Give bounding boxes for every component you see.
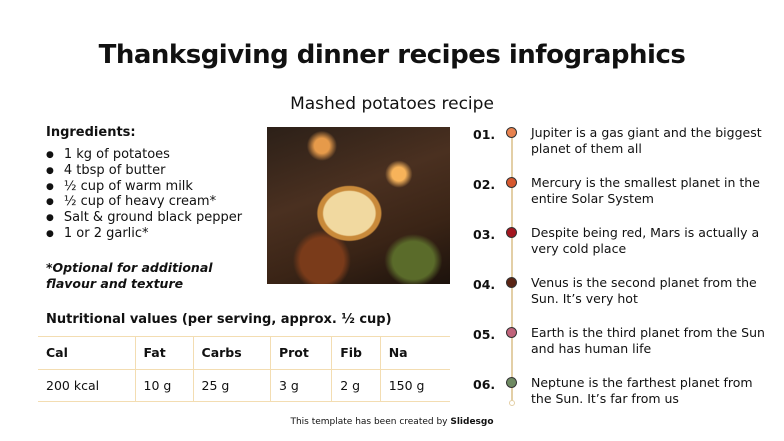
step-dot bbox=[506, 177, 517, 188]
table-header: Fib bbox=[331, 336, 381, 370]
ingredients-list: 1 kg of potatoes 4 tbsp of butter ½ cup … bbox=[46, 147, 242, 242]
mashed-potatoes-photo bbox=[267, 127, 450, 284]
timeline-line bbox=[511, 133, 513, 403]
table-header: Prot bbox=[269, 336, 333, 370]
page-title: Thanksgiving dinner recipes infographics bbox=[98, 40, 686, 70]
list-item: 1 kg of potatoes bbox=[46, 147, 242, 163]
list-item: Salt & ground black pepper bbox=[46, 210, 242, 226]
step-text: Mercury is the smallest planet in the en… bbox=[531, 175, 760, 206]
list-item: 4 tbsp of butter bbox=[46, 163, 242, 179]
step-number: 06. bbox=[473, 377, 496, 392]
step-number: 05. bbox=[473, 327, 496, 342]
optional-note: *Optional for additional flavour and tex… bbox=[46, 260, 213, 291]
nutrition-heading: Nutritional values (per serving, approx.… bbox=[46, 312, 392, 327]
brand-name: Slidesgo bbox=[450, 417, 494, 427]
credit-text: This template has been created by Slides… bbox=[0, 417, 784, 427]
step-number: 01. bbox=[473, 127, 496, 142]
table-header: Carbs bbox=[192, 336, 271, 370]
step-number: 04. bbox=[473, 277, 496, 292]
step-text: Despite being red, Mars is actually a ve… bbox=[531, 225, 760, 256]
list-item: 1 or 2 garlic* bbox=[46, 226, 242, 242]
recipe-subtitle: Mashed potatoes recipe bbox=[290, 94, 494, 114]
table-cell: 25 g bbox=[192, 368, 271, 402]
table-cell: 200 kcal bbox=[38, 368, 136, 402]
step-text: Jupiter is a gas giant and the biggest p… bbox=[531, 125, 762, 156]
table-cell: 10 g bbox=[134, 368, 194, 402]
ingredients-heading: Ingredients: bbox=[46, 125, 136, 140]
step-dot bbox=[506, 277, 517, 288]
step-dot bbox=[506, 227, 517, 238]
table-cell: 150 g bbox=[379, 368, 450, 402]
step-dot bbox=[506, 377, 517, 388]
table-cell: 2 g bbox=[331, 368, 381, 402]
table-header: Cal bbox=[38, 336, 136, 370]
table-header: Fat bbox=[134, 336, 194, 370]
table-cell: 3 g bbox=[269, 368, 333, 402]
table-header: Na bbox=[379, 336, 450, 370]
credit-label: This template has been created by bbox=[290, 417, 451, 427]
step-text: Venus is the second planet from the Sun.… bbox=[531, 275, 757, 306]
list-item: ½ cup of heavy cream* bbox=[46, 194, 242, 210]
step-text: Neptune is the farthest planet from the … bbox=[531, 375, 753, 406]
nutrition-table: Cal Fat Carbs Prot Fib Na 200 kcal 10 g … bbox=[38, 336, 450, 402]
step-dot bbox=[506, 327, 517, 338]
list-item: ½ cup of warm milk bbox=[46, 179, 242, 195]
step-number: 02. bbox=[473, 177, 496, 192]
table-row: 200 kcal 10 g 25 g 3 g 2 g 150 g bbox=[38, 368, 450, 402]
table-header-row: Cal Fat Carbs Prot Fib Na bbox=[38, 336, 450, 370]
step-text: Earth is the third planet from the Sun a… bbox=[531, 325, 765, 356]
step-dot bbox=[506, 127, 517, 138]
step-number: 03. bbox=[473, 227, 496, 242]
timeline-end-dot bbox=[508, 400, 515, 406]
